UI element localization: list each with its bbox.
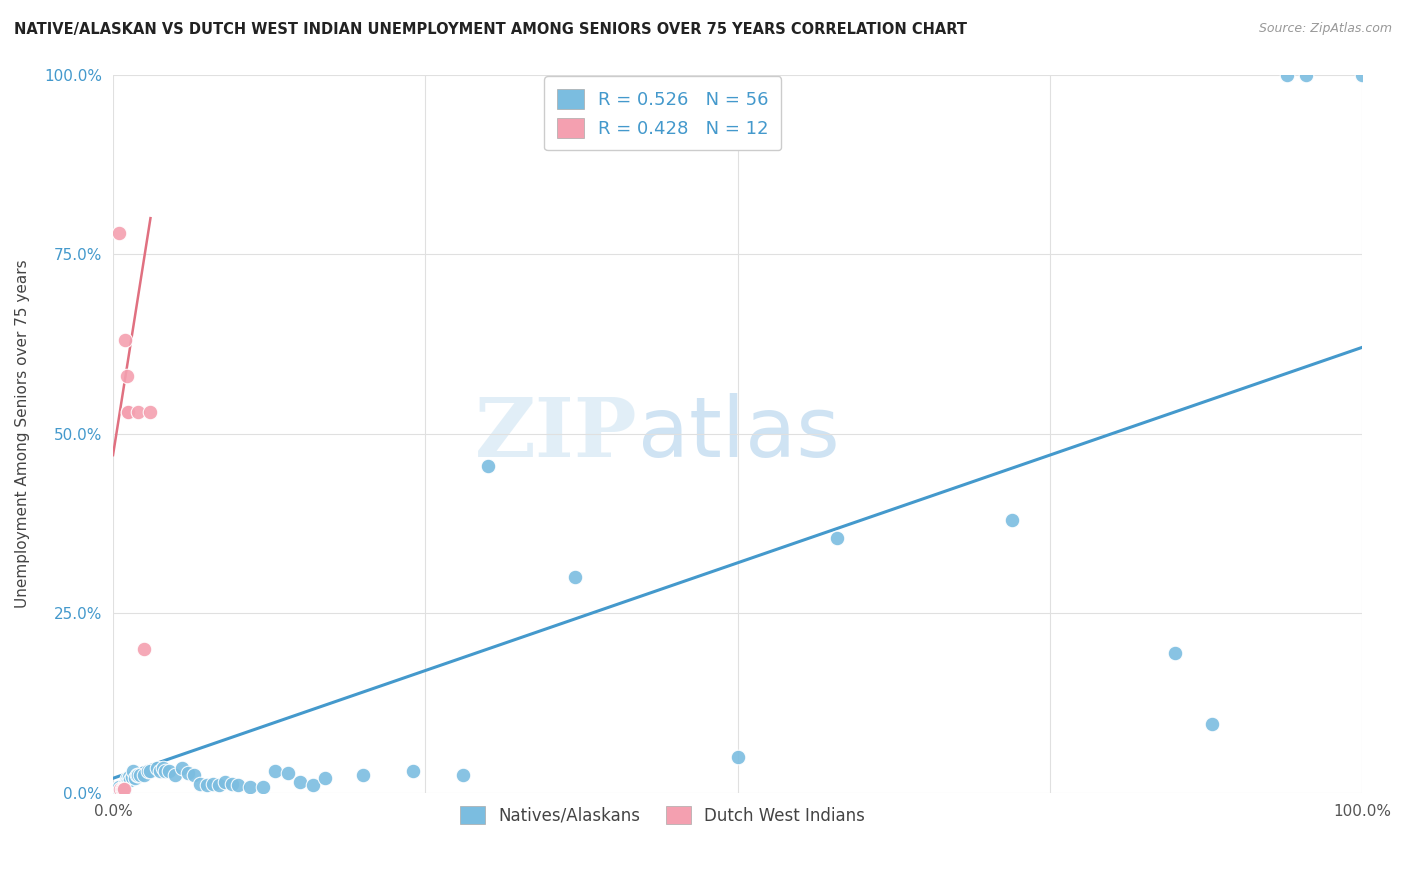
Point <box>110 782 132 797</box>
Point <box>290 775 312 789</box>
Point <box>114 777 136 791</box>
Point <box>201 777 224 791</box>
Point <box>121 770 143 784</box>
Point <box>112 782 135 797</box>
Point <box>139 405 162 419</box>
Point <box>1351 68 1374 82</box>
Point <box>195 779 218 793</box>
Point <box>1275 68 1298 82</box>
Point <box>214 775 236 789</box>
Point <box>165 767 187 781</box>
Point <box>190 777 212 791</box>
Point <box>1163 646 1185 660</box>
Point <box>226 779 249 793</box>
Point <box>104 782 127 797</box>
Point <box>112 782 135 797</box>
Text: Source: ZipAtlas.com: Source: ZipAtlas.com <box>1258 22 1392 36</box>
Point <box>111 782 134 797</box>
Point <box>727 749 749 764</box>
Point <box>183 767 205 781</box>
Point <box>110 782 132 797</box>
Point <box>177 765 200 780</box>
Point <box>117 405 139 419</box>
Point <box>105 782 128 797</box>
Point <box>402 764 425 778</box>
Text: ZIP: ZIP <box>475 393 637 474</box>
Point <box>115 369 138 384</box>
Point <box>107 782 129 797</box>
Point <box>827 531 849 545</box>
Point <box>127 767 149 781</box>
Point <box>136 764 159 778</box>
Point <box>108 782 131 797</box>
Point <box>127 405 149 419</box>
Point <box>122 764 145 778</box>
Point <box>134 642 156 657</box>
Point <box>302 779 325 793</box>
Point <box>451 767 474 781</box>
Point <box>125 767 148 781</box>
Point <box>120 772 142 787</box>
Point <box>108 780 131 794</box>
Point <box>134 767 156 781</box>
Point <box>111 780 134 794</box>
Point <box>111 782 134 797</box>
Point <box>149 764 172 778</box>
Point <box>117 405 139 419</box>
Point <box>252 780 274 794</box>
Point <box>114 333 136 347</box>
Point <box>477 458 499 473</box>
Point <box>221 777 243 791</box>
Point <box>145 760 167 774</box>
Point <box>239 780 262 794</box>
Point <box>117 772 139 787</box>
Point <box>352 767 374 781</box>
Point <box>111 782 134 797</box>
Point <box>564 570 586 584</box>
Point <box>115 772 138 786</box>
Point <box>314 772 336 786</box>
Point <box>277 765 299 780</box>
Point <box>108 226 131 240</box>
Point <box>111 782 134 797</box>
Y-axis label: Unemployment Among Seniors over 75 years: Unemployment Among Seniors over 75 years <box>15 260 30 608</box>
Point <box>157 764 180 778</box>
Point <box>264 764 287 778</box>
Point <box>208 779 231 793</box>
Point <box>1201 717 1223 731</box>
Legend: Natives/Alaskans, Dutch West Indians: Natives/Alaskans, Dutch West Indians <box>450 796 875 835</box>
Point <box>152 760 174 774</box>
Point <box>139 764 162 778</box>
Text: NATIVE/ALASKAN VS DUTCH WEST INDIAN UNEMPLOYMENT AMONG SENIORS OVER 75 YEARS COR: NATIVE/ALASKAN VS DUTCH WEST INDIAN UNEM… <box>14 22 967 37</box>
Point <box>1295 68 1317 82</box>
Point <box>129 767 152 781</box>
Point <box>118 770 141 784</box>
Point <box>1001 513 1024 527</box>
Text: atlas: atlas <box>637 393 839 474</box>
Point <box>170 760 193 774</box>
Point <box>124 772 146 786</box>
Point <box>155 764 177 778</box>
